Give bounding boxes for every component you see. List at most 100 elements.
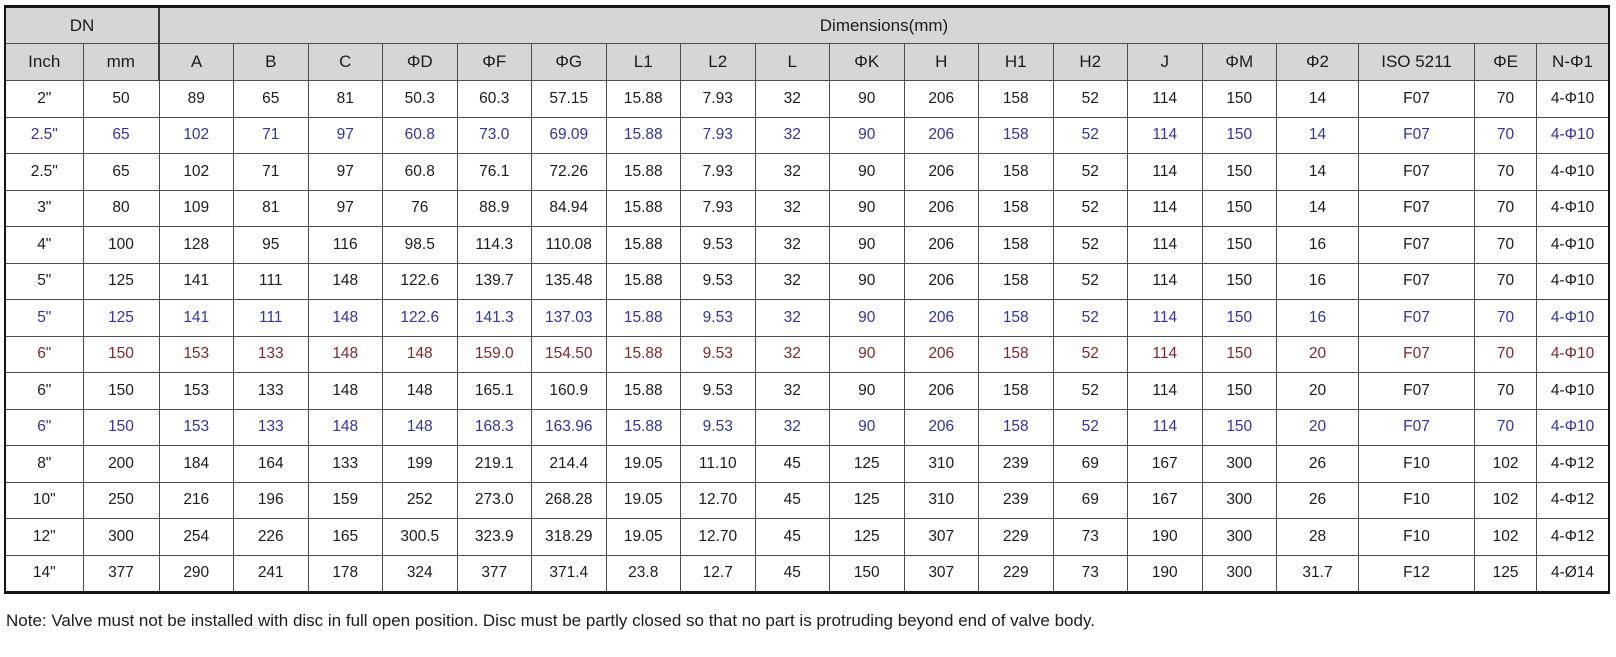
table-cell: 19.05	[605, 518, 681, 556]
table-cell: 8"	[4, 445, 84, 483]
table-cell: 150	[829, 554, 905, 593]
table-cell: 168.3	[456, 408, 532, 446]
table-cell: 196	[233, 481, 309, 519]
column-header: ΦF	[456, 43, 532, 81]
table-cell: 9.53	[680, 262, 756, 300]
table-cell: 100	[82, 226, 160, 264]
table-cell: 32	[754, 372, 830, 410]
table-cell: 70	[1474, 299, 1538, 337]
table-cell: 141	[158, 262, 234, 300]
table-cell: 20	[1276, 408, 1359, 446]
table-cell: 114	[1127, 116, 1203, 154]
table-cell: 71	[233, 153, 309, 191]
table-cell: 11.10	[680, 445, 756, 483]
table-cell: 70	[1474, 80, 1538, 118]
table-cell: 70	[1474, 335, 1538, 373]
table-cell: 239	[978, 481, 1054, 519]
table-cell: 158	[978, 153, 1054, 191]
column-header: Inch	[4, 43, 84, 81]
table-cell: 150	[1201, 299, 1277, 337]
table-cell: 114	[1127, 299, 1203, 337]
table-cell: 90	[829, 80, 905, 118]
table-cell: 73.0	[456, 116, 532, 154]
table-cell: 206	[903, 262, 979, 300]
column-header: L2	[680, 43, 756, 81]
table-cell: 206	[903, 335, 979, 373]
table-cell: 310	[903, 445, 979, 483]
column-header: ΦE	[1474, 43, 1538, 81]
table-cell: 60.8	[382, 116, 458, 154]
column-header: C	[307, 43, 383, 81]
table-cell: 50.3	[382, 80, 458, 118]
table-cell: 32	[754, 80, 830, 118]
dn-group-header: DN	[4, 6, 160, 44]
table-row: 14" 377 290 241 178 324 377 371.4 23.8 12.7 45 150 3…	[4, 554, 1610, 593]
table-cell: 9.53	[680, 335, 756, 373]
table-cell: 229	[978, 518, 1054, 556]
table-cell: 15.88	[605, 116, 681, 154]
table-cell: 114	[1127, 335, 1203, 373]
table-header: DN Dimensions(mm) Inch mm A B C ΦD ΦF ΦG L1 L2 L ΦK H…	[4, 6, 1610, 81]
table-cell: 19.05	[605, 445, 681, 483]
table-cell: 153	[158, 372, 234, 410]
table-cell: 70	[1474, 153, 1538, 191]
table-cell: 102	[1474, 445, 1538, 483]
table-cell: 4-Φ10	[1536, 299, 1610, 337]
table-cell: 72.26	[531, 153, 607, 191]
table-cell: 160.9	[531, 372, 607, 410]
table-cell: 128	[158, 226, 234, 264]
table-row: 2.5" 65 102 71 97 60.8 73.0 69.09 15.88 7.93 32 90 2…	[4, 116, 1610, 154]
table-row: 6" 150 153 133 148 148 165.1 160.9 15.88 9.53 32 90…	[4, 372, 1610, 410]
table-cell: 52	[1052, 299, 1128, 337]
table-cell: 206	[903, 189, 979, 227]
column-header: Φ2	[1276, 43, 1359, 81]
table-cell: 133	[307, 445, 383, 483]
table-cell: 50	[82, 80, 160, 118]
table-row: 4" 100 128 95 116 98.5 114.3 110.08 15.88 9.53 32 9…	[4, 226, 1610, 264]
table-cell: 102	[158, 153, 234, 191]
table-cell: 90	[829, 262, 905, 300]
table-cell: 114.3	[456, 226, 532, 264]
table-cell: 90	[829, 299, 905, 337]
table-cell: 4-Φ12	[1536, 518, 1610, 556]
table-cell: 148	[307, 372, 383, 410]
table-cell: F07	[1357, 226, 1476, 264]
table-cell: 241	[233, 554, 309, 593]
table-cell: 125	[1474, 554, 1538, 593]
table-cell: 9.53	[680, 408, 756, 446]
table-cell: 97	[307, 116, 383, 154]
table-cell: 206	[903, 408, 979, 446]
table-cell: 52	[1052, 408, 1128, 446]
table-cell: F10	[1357, 481, 1476, 519]
table-group-header-row: DN Dimensions(mm)	[4, 6, 1610, 44]
table-cell: F07	[1357, 80, 1476, 118]
valve-dimensions-page: DN Dimensions(mm) Inch mm A B C ΦD ΦF ΦG L1 L2 L ΦK H…	[0, 5, 1616, 657]
column-header: ΦG	[531, 43, 607, 81]
table-row: 10" 250 216 196 159 252 273.0 268.28 19.05 12.70 4…	[4, 481, 1610, 519]
table-cell: 69	[1052, 445, 1128, 483]
table-cell: 114	[1127, 153, 1203, 191]
column-header: J	[1127, 43, 1203, 81]
table-cell: 26	[1276, 445, 1359, 483]
table-cell: 70	[1474, 408, 1538, 446]
table-cell: 150	[82, 408, 160, 446]
table-cell: 2.5"	[4, 153, 84, 191]
table-cell: 307	[903, 518, 979, 556]
table-cell: 4-Φ10	[1536, 226, 1610, 264]
table-cell: 60.3	[456, 80, 532, 118]
table-cell: 70	[1474, 189, 1538, 227]
table-row: 6" 150 153 133 148 148 168.3 163.96 15.88 9.53 32 9…	[4, 408, 1610, 446]
table-cell: 26	[1276, 481, 1359, 519]
table-cell: 70	[1474, 116, 1538, 154]
table-cell: 150	[1201, 153, 1277, 191]
table-cell: 76	[382, 189, 458, 227]
column-header: L	[754, 43, 830, 81]
table-cell: 31.7	[1276, 554, 1359, 593]
table-cell: 52	[1052, 335, 1128, 373]
table-cell: 122.6	[382, 262, 458, 300]
table-cell: 52	[1052, 372, 1128, 410]
table-cell: 200	[82, 445, 160, 483]
table-cell: 150	[1201, 116, 1277, 154]
table-cell: 4-Φ10	[1536, 372, 1610, 410]
table-cell: F07	[1357, 408, 1476, 446]
